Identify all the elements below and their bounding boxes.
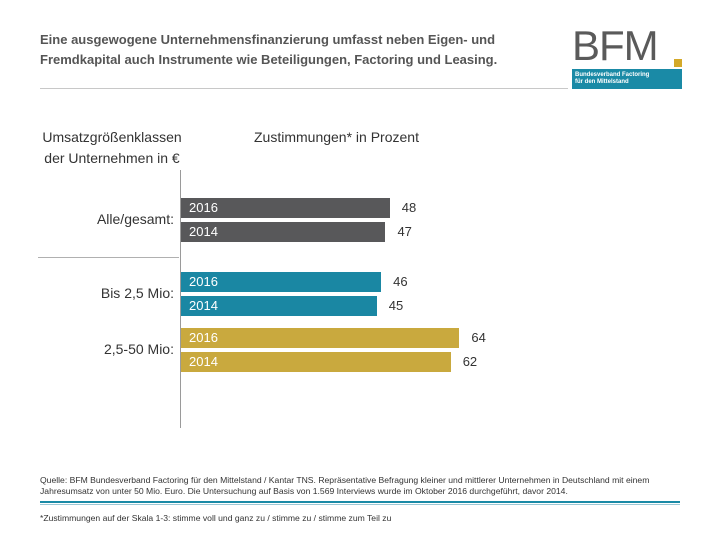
data-label: 46 <box>393 274 408 289</box>
title-divider <box>40 88 568 89</box>
data-label: 62 <box>462 354 478 369</box>
bar: 2016 <box>181 328 460 348</box>
bfm-logo: BFM Bundesverband Factoring für den Mitt… <box>572 25 684 90</box>
bar: 2016 <box>181 198 390 218</box>
group-label: 2,5-50 Mio: <box>103 341 174 357</box>
bar-year-label: 2016 <box>189 330 218 345</box>
data-label: 64 <box>471 330 486 345</box>
data-label: 48 <box>401 200 417 215</box>
footnote: *Zustimmungen auf der Skala 1-3: stimme … <box>40 513 392 523</box>
category-axis-header: Umsatzgrößenklassen der Unternehmen in € <box>42 129 182 166</box>
group-label: Alle/gesamt: <box>96 211 174 227</box>
group-separator <box>38 257 179 258</box>
footer-divider <box>40 501 680 503</box>
category-axis-line <box>180 170 181 428</box>
logo-letters: BFM <box>572 22 659 69</box>
chart-title: Eine ausgewogene Unternehmensfinanzierun… <box>40 32 498 67</box>
logo-band <box>572 69 682 89</box>
logo-subtitle-line2: für den Mittelstand <box>575 79 629 85</box>
bar-year-label: 2014 <box>189 298 218 313</box>
bar: 2014 <box>181 296 377 316</box>
bar: 2016 <box>181 272 382 292</box>
bar-year-label: 2014 <box>189 354 218 369</box>
bar-year-label: 2016 <box>189 200 218 215</box>
data-label: 47 <box>397 224 412 239</box>
logo-dot <box>674 59 682 67</box>
footer-divider-light <box>40 504 680 505</box>
value-axis-header: Zustimmungen* in Prozent <box>254 129 419 145</box>
bar: 2014 <box>181 352 451 372</box>
bar-year-label: 2016 <box>189 274 218 289</box>
bar-year-label: 2014 <box>189 224 218 239</box>
bar: 2014 <box>181 222 386 242</box>
data-label: 45 <box>388 298 404 313</box>
group-label: Bis 2,5 Mio: <box>100 285 174 301</box>
logo-subtitle-line1: Bundesverband Factoring <box>575 72 650 78</box>
source-text: Quelle: BFM Bundesverband Factoring für … <box>40 475 650 496</box>
